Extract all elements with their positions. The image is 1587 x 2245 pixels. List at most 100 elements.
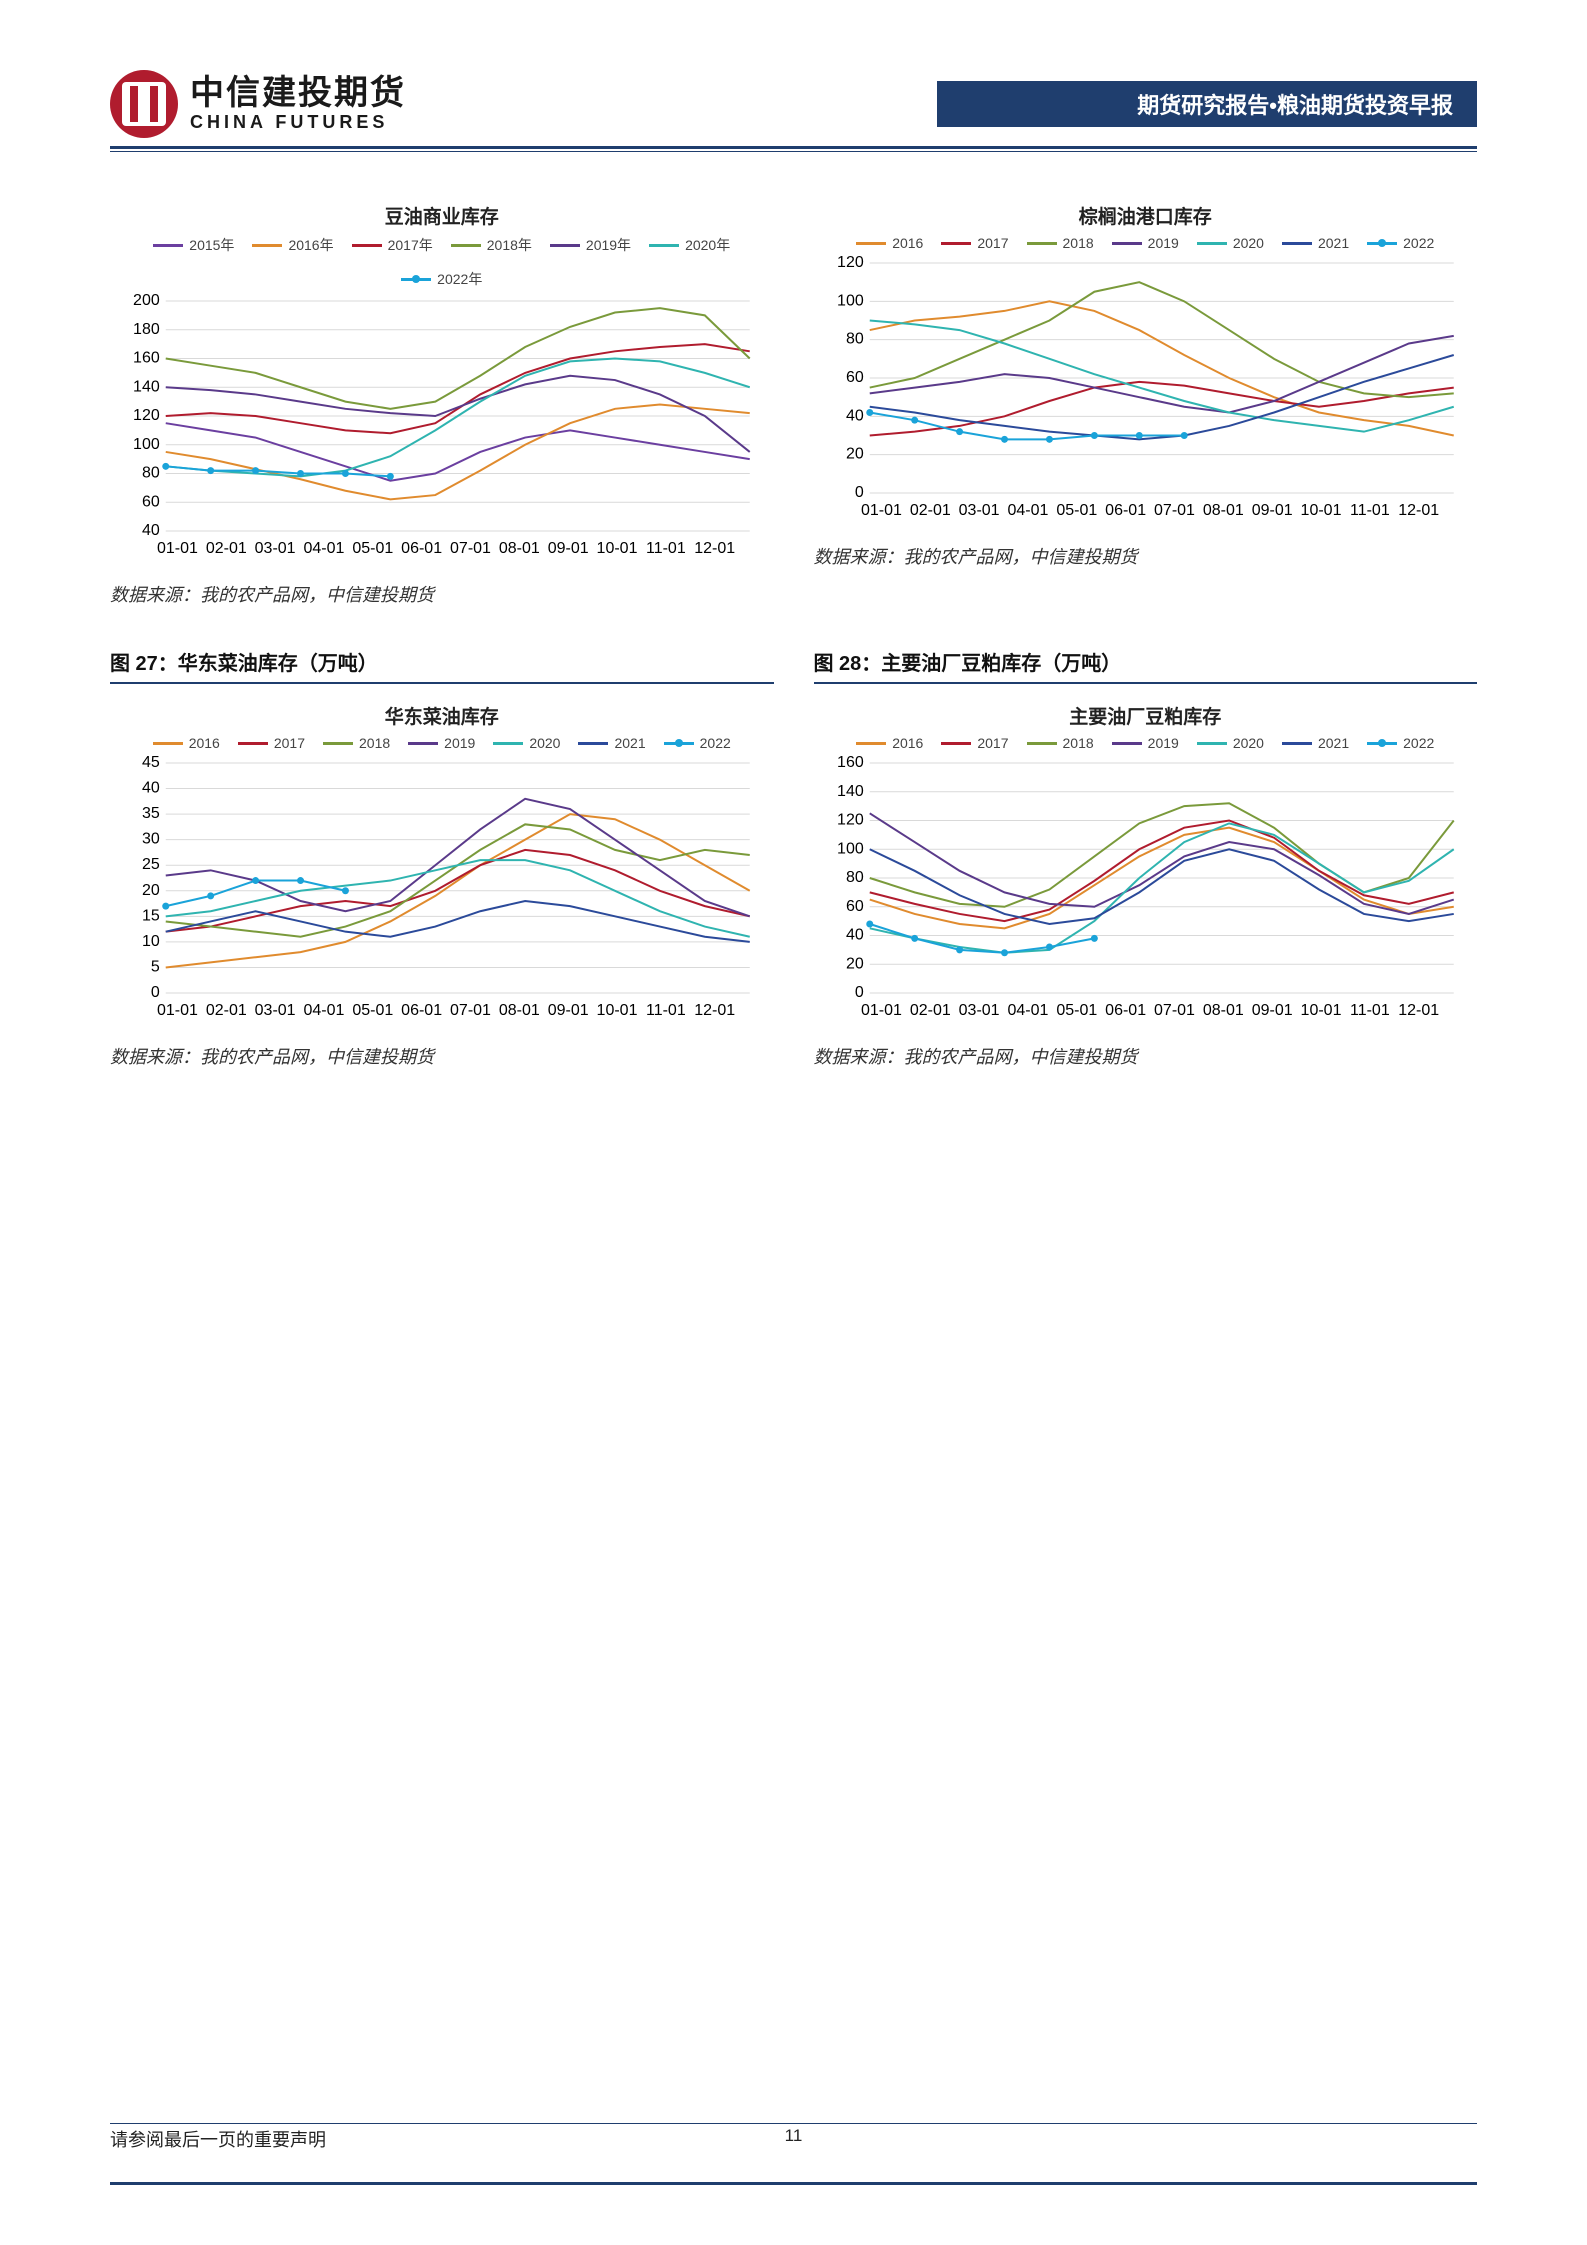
- legend-label: 2022年: [437, 269, 482, 289]
- legend-label: 2020: [1233, 235, 1264, 251]
- svg-text:07-01: 07-01: [1154, 1002, 1195, 1019]
- legend-swatch: [1112, 742, 1142, 745]
- svg-text:02-01: 02-01: [909, 502, 950, 519]
- logo-text-en: CHINA FUTURES: [190, 113, 406, 133]
- legend-item: 2020: [1197, 235, 1264, 251]
- legend-swatch: [238, 742, 268, 745]
- legend-label: 2018: [359, 735, 390, 751]
- svg-text:06-01: 06-01: [1105, 502, 1146, 519]
- svg-text:45: 45: [142, 755, 160, 771]
- svg-text:11-01: 11-01: [1349, 502, 1389, 519]
- chart-title: 棕榈油港口库存: [814, 202, 1478, 229]
- svg-text:04-01: 04-01: [1007, 502, 1048, 519]
- legend-swatch: [1367, 742, 1397, 745]
- svg-text:12-01: 12-01: [694, 540, 735, 557]
- legend-label: 2017: [977, 735, 1008, 751]
- footer-disclaimer: 请参阅最后一页的重要声明: [110, 2126, 326, 2152]
- series-line: [166, 799, 750, 917]
- caption-28: 图 28：主要油厂豆粕库存（万吨）: [814, 647, 1478, 684]
- legend-item: 2016: [856, 235, 923, 251]
- series-marker: [252, 467, 259, 474]
- series-line: [869, 924, 1094, 953]
- legend-swatch: [1112, 242, 1142, 245]
- svg-text:11-01: 11-01: [646, 540, 686, 557]
- svg-text:01-01: 01-01: [157, 1002, 198, 1019]
- legend-swatch: [252, 244, 282, 247]
- series-marker: [956, 946, 963, 953]
- legend-label: 2021: [1318, 235, 1349, 251]
- svg-text:80: 80: [142, 465, 160, 482]
- series-marker: [1090, 935, 1097, 942]
- svg-text:12-01: 12-01: [1398, 502, 1439, 519]
- legend-swatch: [941, 742, 971, 745]
- legend-item: 2020: [1197, 735, 1264, 751]
- legend-swatch: [408, 742, 438, 745]
- svg-text:06-01: 06-01: [401, 1002, 442, 1019]
- svg-text:80: 80: [845, 869, 863, 886]
- series-marker: [1180, 432, 1187, 439]
- legend-label: 2019年: [586, 235, 631, 255]
- legend-label: 2018: [1063, 235, 1094, 251]
- svg-text:01-01: 01-01: [860, 502, 901, 519]
- footer-rule-thick: [110, 2182, 1477, 2185]
- svg-text:06-01: 06-01: [401, 540, 442, 557]
- legend-label: 2016: [189, 735, 220, 751]
- svg-text:20: 20: [142, 882, 160, 899]
- legend-item: 2018: [323, 735, 390, 751]
- header-rule-thin: [110, 151, 1477, 152]
- series-marker: [866, 921, 873, 928]
- charts-row-1: 豆油商业库存2015年2016年2017年2018年2019年2020年2022…: [110, 202, 1477, 607]
- svg-text:03-01: 03-01: [958, 502, 999, 519]
- chart-source: 数据来源：我的农产品网，中信建投期货: [110, 581, 774, 607]
- legend-item: 2022年: [401, 269, 482, 289]
- legend-swatch: [941, 242, 971, 245]
- svg-text:03-01: 03-01: [255, 1002, 296, 1019]
- legend-swatch: [664, 742, 694, 745]
- svg-text:80: 80: [845, 331, 863, 348]
- legend-swatch: [451, 244, 481, 247]
- legend-swatch: [649, 244, 679, 247]
- legend-item: 2021: [1282, 735, 1349, 751]
- svg-text:100: 100: [837, 292, 864, 309]
- legend-item: 2018: [1027, 235, 1094, 251]
- svg-text:20: 20: [845, 446, 863, 463]
- series-marker: [297, 877, 304, 884]
- legend-item: 2017: [941, 235, 1008, 251]
- legend-swatch: [1027, 742, 1057, 745]
- svg-text:04-01: 04-01: [303, 1002, 344, 1019]
- legend-item: 2022: [1367, 735, 1434, 751]
- series-line: [869, 813, 1453, 914]
- series-marker: [297, 470, 304, 477]
- svg-text:35: 35: [142, 805, 160, 822]
- legend-label: 2017: [274, 735, 305, 751]
- svg-text:140: 140: [133, 378, 160, 395]
- legend-label: 2019: [444, 735, 475, 751]
- header-rule-thick: [110, 146, 1477, 149]
- caption-row: 图 27：华东菜油库存（万吨） 图 28：主要油厂豆粕库存（万吨）: [110, 607, 1477, 684]
- chart-legend: 2015年2016年2017年2018年2019年2020年2022年: [110, 235, 774, 289]
- svg-text:180: 180: [133, 321, 160, 338]
- legend-item: 2019年: [550, 235, 631, 255]
- legend-item: 2017: [238, 735, 305, 751]
- legend-swatch: [1027, 242, 1057, 245]
- legend-label: 2022: [1403, 235, 1434, 251]
- svg-text:100: 100: [837, 840, 864, 857]
- svg-text:02-01: 02-01: [206, 1002, 247, 1019]
- series-marker: [162, 903, 169, 910]
- legend-label: 2018: [1063, 735, 1094, 751]
- chart-title: 主要油厂豆粕库存: [814, 702, 1478, 729]
- svg-text:08-01: 08-01: [1202, 1002, 1243, 1019]
- legend-swatch: [153, 742, 183, 745]
- page-header: 中信建投期货 CHINA FUTURES 期货研究报告•粮油期货投资早报: [110, 70, 1477, 138]
- chart-source: 数据来源：我的农产品网，中信建投期货: [814, 543, 1478, 569]
- legend-label: 2022: [700, 735, 731, 751]
- page-number: 11: [785, 2126, 803, 2146]
- legend-item: 2022: [664, 735, 731, 751]
- legend-swatch: [856, 242, 886, 245]
- svg-text:30: 30: [142, 831, 160, 848]
- legend-label: 2021: [1318, 735, 1349, 751]
- legend-item: 2018年: [451, 235, 532, 255]
- svg-text:03-01: 03-01: [958, 1002, 999, 1019]
- legend-label: 2016: [892, 235, 923, 251]
- svg-text:08-01: 08-01: [499, 1002, 540, 1019]
